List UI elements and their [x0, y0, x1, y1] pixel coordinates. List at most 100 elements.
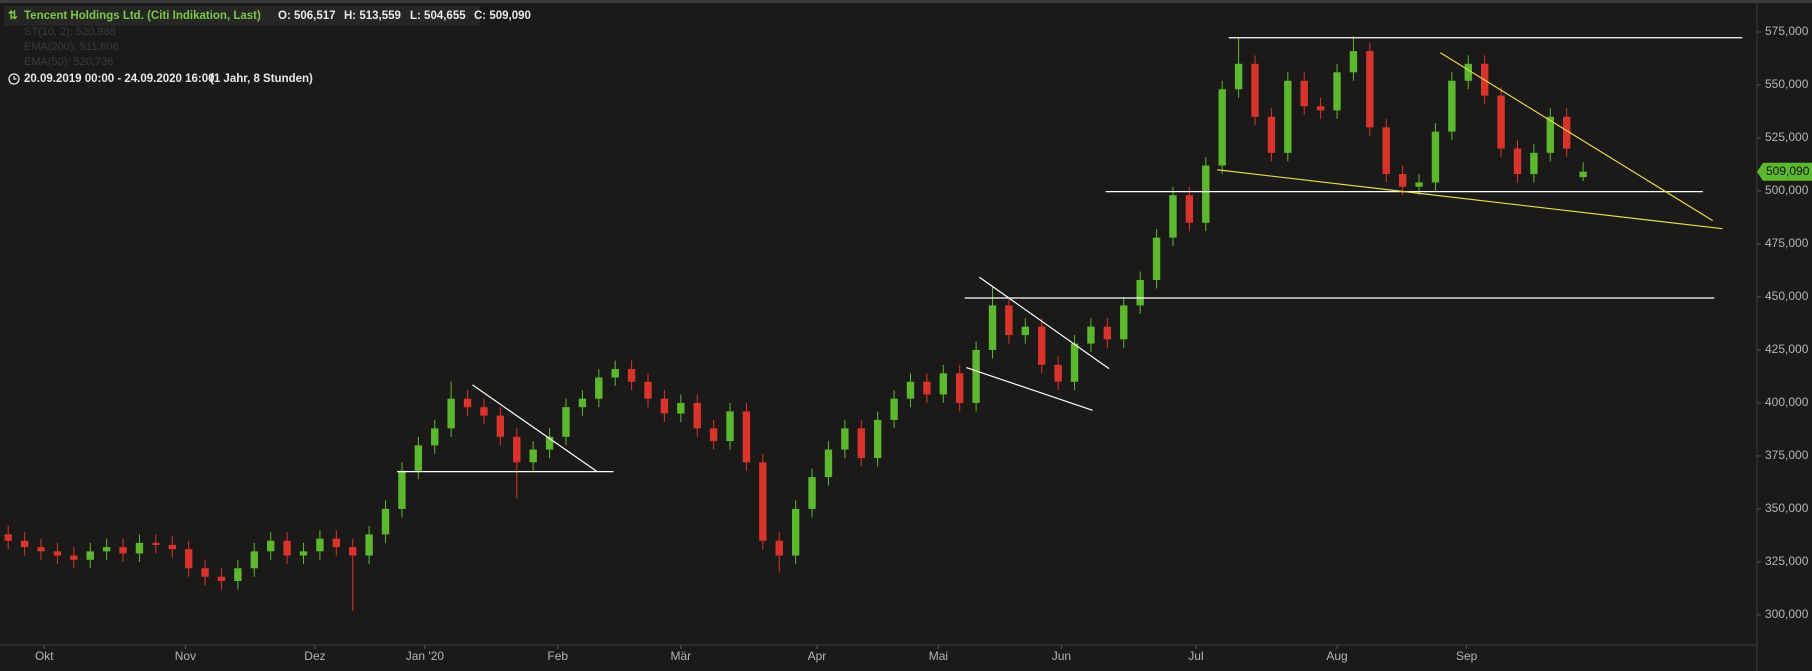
title: Tencent Holdings Ltd. (Citi Indikation, …	[24, 10, 261, 22]
candle-body	[1563, 116, 1571, 149]
candle-body	[1448, 80, 1456, 132]
y-tick-label: 325,000	[1765, 554, 1809, 568]
candle-body	[1497, 95, 1505, 149]
candle-body	[890, 398, 898, 420]
candle-body	[1169, 195, 1177, 238]
candle-body	[1054, 364, 1062, 382]
y-tick-label: 425,000	[1765, 342, 1809, 356]
candle-body	[480, 407, 488, 416]
candle-body	[857, 428, 865, 459]
candle-body	[1333, 72, 1341, 111]
candle-body	[283, 540, 291, 556]
candle-body	[791, 508, 800, 556]
candle-body	[398, 470, 406, 509]
candle-body	[513, 436, 521, 463]
x-tick-label: Nov	[175, 649, 196, 663]
x-tick-label: Mai	[929, 649, 948, 663]
x-tick-label: Feb	[547, 649, 568, 663]
candle-body	[1251, 63, 1259, 117]
y-tick-label: 350,000	[1765, 501, 1809, 515]
candles	[4, 36, 1587, 611]
candle-body	[644, 381, 652, 399]
candle-body	[1415, 182, 1423, 187]
candle-body	[250, 551, 258, 569]
candle-body	[1284, 80, 1292, 153]
candle-body	[1103, 326, 1112, 340]
candle-body	[1202, 165, 1210, 223]
period-note: (1 Jahr, 8 Stunden)	[210, 73, 313, 85]
y-tick-label: 475,000	[1765, 236, 1809, 250]
candle-body	[102, 547, 111, 552]
candle-body	[529, 449, 537, 463]
y-tick-label: 450,000	[1765, 289, 1809, 303]
candle-body	[70, 555, 78, 560]
x-tick-label: Jul	[1188, 649, 1203, 663]
header-bg	[4, 6, 480, 26]
candle-body	[152, 542, 160, 545]
candle-body	[1218, 89, 1226, 166]
candle-body	[1300, 80, 1308, 107]
trend-line	[1217, 169, 1723, 230]
ohlc-open: O: 506,517	[278, 10, 336, 22]
candle-body	[972, 349, 980, 403]
candle-body	[627, 369, 636, 382]
clock-hands	[13, 76, 17, 80]
candle-body	[135, 542, 144, 554]
candle-body	[316, 538, 324, 552]
candle-body	[332, 538, 340, 548]
candle-body	[234, 568, 242, 581]
candle-body	[923, 381, 931, 395]
candle-body	[824, 449, 833, 478]
candle-body	[168, 544, 176, 550]
clock-icon	[8, 73, 20, 85]
candle-body	[939, 373, 947, 395]
candle-body	[1267, 116, 1276, 153]
candle-body	[956, 373, 964, 403]
candle-body	[660, 398, 669, 414]
indicator: EMA(50): 520,736	[24, 56, 113, 68]
candle-body	[463, 398, 472, 408]
candle-body	[266, 540, 275, 552]
candle-body	[4, 534, 12, 541]
candle-body	[1070, 343, 1079, 382]
candle-body	[709, 428, 718, 442]
trend-line	[472, 384, 598, 473]
candle-body	[1382, 127, 1390, 175]
y-tick-label: 575,000	[1765, 24, 1809, 38]
trend-line	[1440, 52, 1714, 222]
candle-body	[1120, 305, 1128, 340]
x-tick-label: Dez	[304, 649, 325, 663]
candle-body	[1366, 51, 1374, 128]
candle-body	[86, 551, 94, 560]
candle-body	[20, 540, 29, 548]
candle-body	[873, 419, 882, 459]
candle-body	[119, 547, 127, 554]
candle-body	[759, 462, 767, 541]
last-price-marker	[1757, 162, 1812, 181]
candle-body	[545, 436, 554, 450]
candle-body	[906, 381, 915, 399]
candle-body	[677, 402, 685, 414]
candle-body	[693, 402, 701, 429]
candle-body	[299, 551, 308, 556]
ohlc-low: L: 504,655	[410, 10, 466, 22]
candle-body	[1464, 63, 1472, 81]
period: 20.09.2019 00:00 - 24.09.2020 16:00	[24, 73, 215, 85]
candle-body	[201, 568, 209, 577]
candle-body	[742, 411, 751, 463]
candle-body	[365, 534, 373, 556]
y-tick-label: 400,000	[1765, 395, 1809, 409]
candle-body	[775, 540, 783, 556]
candle-body	[1530, 152, 1538, 175]
candle-body	[447, 398, 455, 429]
x-tick-label: Apr	[808, 649, 827, 663]
candle-body	[1546, 116, 1554, 153]
x-tick-label: Aug	[1326, 649, 1347, 663]
candle-body	[1316, 106, 1325, 111]
candle-body	[1185, 195, 1194, 223]
trend-line	[966, 366, 1093, 411]
last-price-label: 509,090	[1766, 164, 1810, 178]
x-tick-label: Okt	[35, 649, 54, 663]
candle-body	[1087, 326, 1095, 344]
